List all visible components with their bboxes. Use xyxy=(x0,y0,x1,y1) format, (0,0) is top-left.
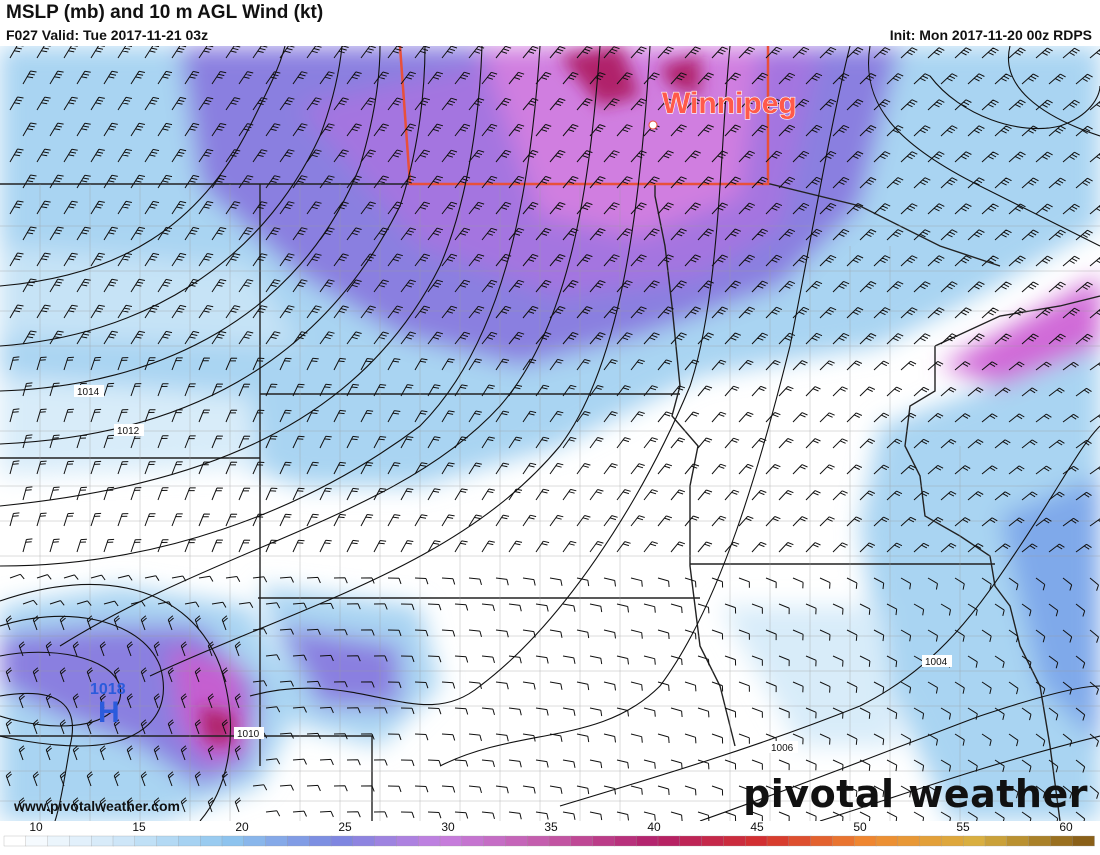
legend-cell xyxy=(963,835,986,847)
legend-cell xyxy=(439,835,463,847)
legend-cell xyxy=(636,835,659,847)
legend-tick-label: 10 xyxy=(29,820,43,834)
legend-cell xyxy=(461,835,485,847)
legend-cell xyxy=(243,835,267,847)
legend-tick-label: 35 xyxy=(544,820,558,834)
legend-cell xyxy=(548,835,572,847)
legend-cell xyxy=(3,835,27,847)
legend-cell xyxy=(984,835,1008,847)
legend-tick-label: 15 xyxy=(132,820,146,834)
isobar-label-1012: 1012 xyxy=(117,426,140,437)
high-isobars xyxy=(0,583,231,821)
legend-cell xyxy=(766,835,790,847)
isobar-label-1014: 1014 xyxy=(77,387,100,398)
legend-cell xyxy=(1006,835,1030,847)
legend-cell xyxy=(1072,835,1095,847)
legend-cell xyxy=(505,835,528,847)
legend-cell xyxy=(221,835,245,847)
legend-cell xyxy=(330,835,354,847)
legend-cell xyxy=(810,835,834,847)
legend-cell xyxy=(570,835,594,847)
legend-tick-label: 60 xyxy=(1059,820,1073,834)
winnipeg-dot xyxy=(648,120,658,130)
weather-map: 1014 1012 1010 1006 1004 1018 H Winnipeg xyxy=(0,46,1100,821)
legend-cell xyxy=(69,835,92,847)
wind-barb-field xyxy=(5,46,1100,821)
legend-cell xyxy=(265,835,289,847)
legend-cell xyxy=(788,835,812,847)
legend-cell xyxy=(374,835,398,847)
brand-logo: pivotal weather xyxy=(743,772,1088,816)
legend-cell xyxy=(745,835,768,847)
legend-cell xyxy=(418,835,441,847)
legend-cell xyxy=(657,835,681,847)
isobar-label-1004: 1004 xyxy=(925,657,948,668)
legend-cell xyxy=(527,835,550,847)
legend-cell xyxy=(25,835,49,847)
color-legend: 10 15 20 25 30 35 40 45 50 55 60 xyxy=(0,820,1100,850)
legend-tick-label: 55 xyxy=(956,820,970,834)
legend-cells xyxy=(3,835,1095,847)
legend-cell xyxy=(47,835,71,847)
wind-barbs xyxy=(5,46,1100,821)
website-credit: www.pivotalweather.com xyxy=(14,798,180,814)
legend-cell xyxy=(723,835,746,847)
legend-cell xyxy=(854,835,877,847)
legend-cell xyxy=(178,835,201,847)
legend-cell xyxy=(919,835,943,847)
legend-cell xyxy=(592,835,616,847)
legend-cell xyxy=(614,835,637,847)
high-pressure-marker: H xyxy=(98,696,120,729)
legend-cell xyxy=(701,835,725,847)
county-grid xyxy=(0,184,1100,821)
legend-tick-label: 40 xyxy=(647,820,661,834)
legend-cell xyxy=(483,835,507,847)
legend-cell xyxy=(352,835,376,847)
legend-cell xyxy=(200,835,223,847)
legend-cell xyxy=(1028,835,1052,847)
high-pressure-value: 1018 xyxy=(90,681,126,698)
legend-tick-label: 45 xyxy=(750,820,764,834)
legend-cell xyxy=(287,835,310,847)
legend-cell xyxy=(897,835,921,847)
highlight-box xyxy=(398,46,770,186)
legend-cell xyxy=(1050,835,1073,847)
legend-cell xyxy=(309,835,332,847)
wind-shading xyxy=(0,46,1100,821)
legend-cell xyxy=(832,835,855,847)
legend-tick-label: 20 xyxy=(235,820,249,834)
legend-ticks: 10 15 20 25 30 35 40 45 50 55 60 xyxy=(29,820,1073,834)
isobar-label-1010: 1010 xyxy=(237,729,260,740)
legend-cell xyxy=(396,835,419,847)
legend-cell xyxy=(112,835,136,847)
winnipeg-label: Winnipeg xyxy=(662,87,797,120)
legend-tick-label: 50 xyxy=(853,820,867,834)
legend-cell xyxy=(679,835,703,847)
legend-cell xyxy=(875,835,899,847)
legend-cell xyxy=(156,835,180,847)
legend-cell xyxy=(91,835,114,847)
isobar-label-1006: 1006 xyxy=(771,743,794,754)
legend-tick-label: 30 xyxy=(441,820,455,834)
legend-cell xyxy=(134,835,158,847)
valid-time: F027 Valid: Tue 2017-11-21 03z xyxy=(6,27,209,43)
isobars xyxy=(0,46,1100,821)
map-title: MSLP (mb) and 10 m AGL Wind (kt) xyxy=(6,2,324,23)
isobar-label-group: 1014 1012 1010 1006 1004 xyxy=(74,385,952,754)
legend-cell xyxy=(941,835,964,847)
legend-tick-label: 25 xyxy=(338,820,352,834)
init-time: Init: Mon 2017-11-20 00z RDPS xyxy=(889,27,1092,43)
